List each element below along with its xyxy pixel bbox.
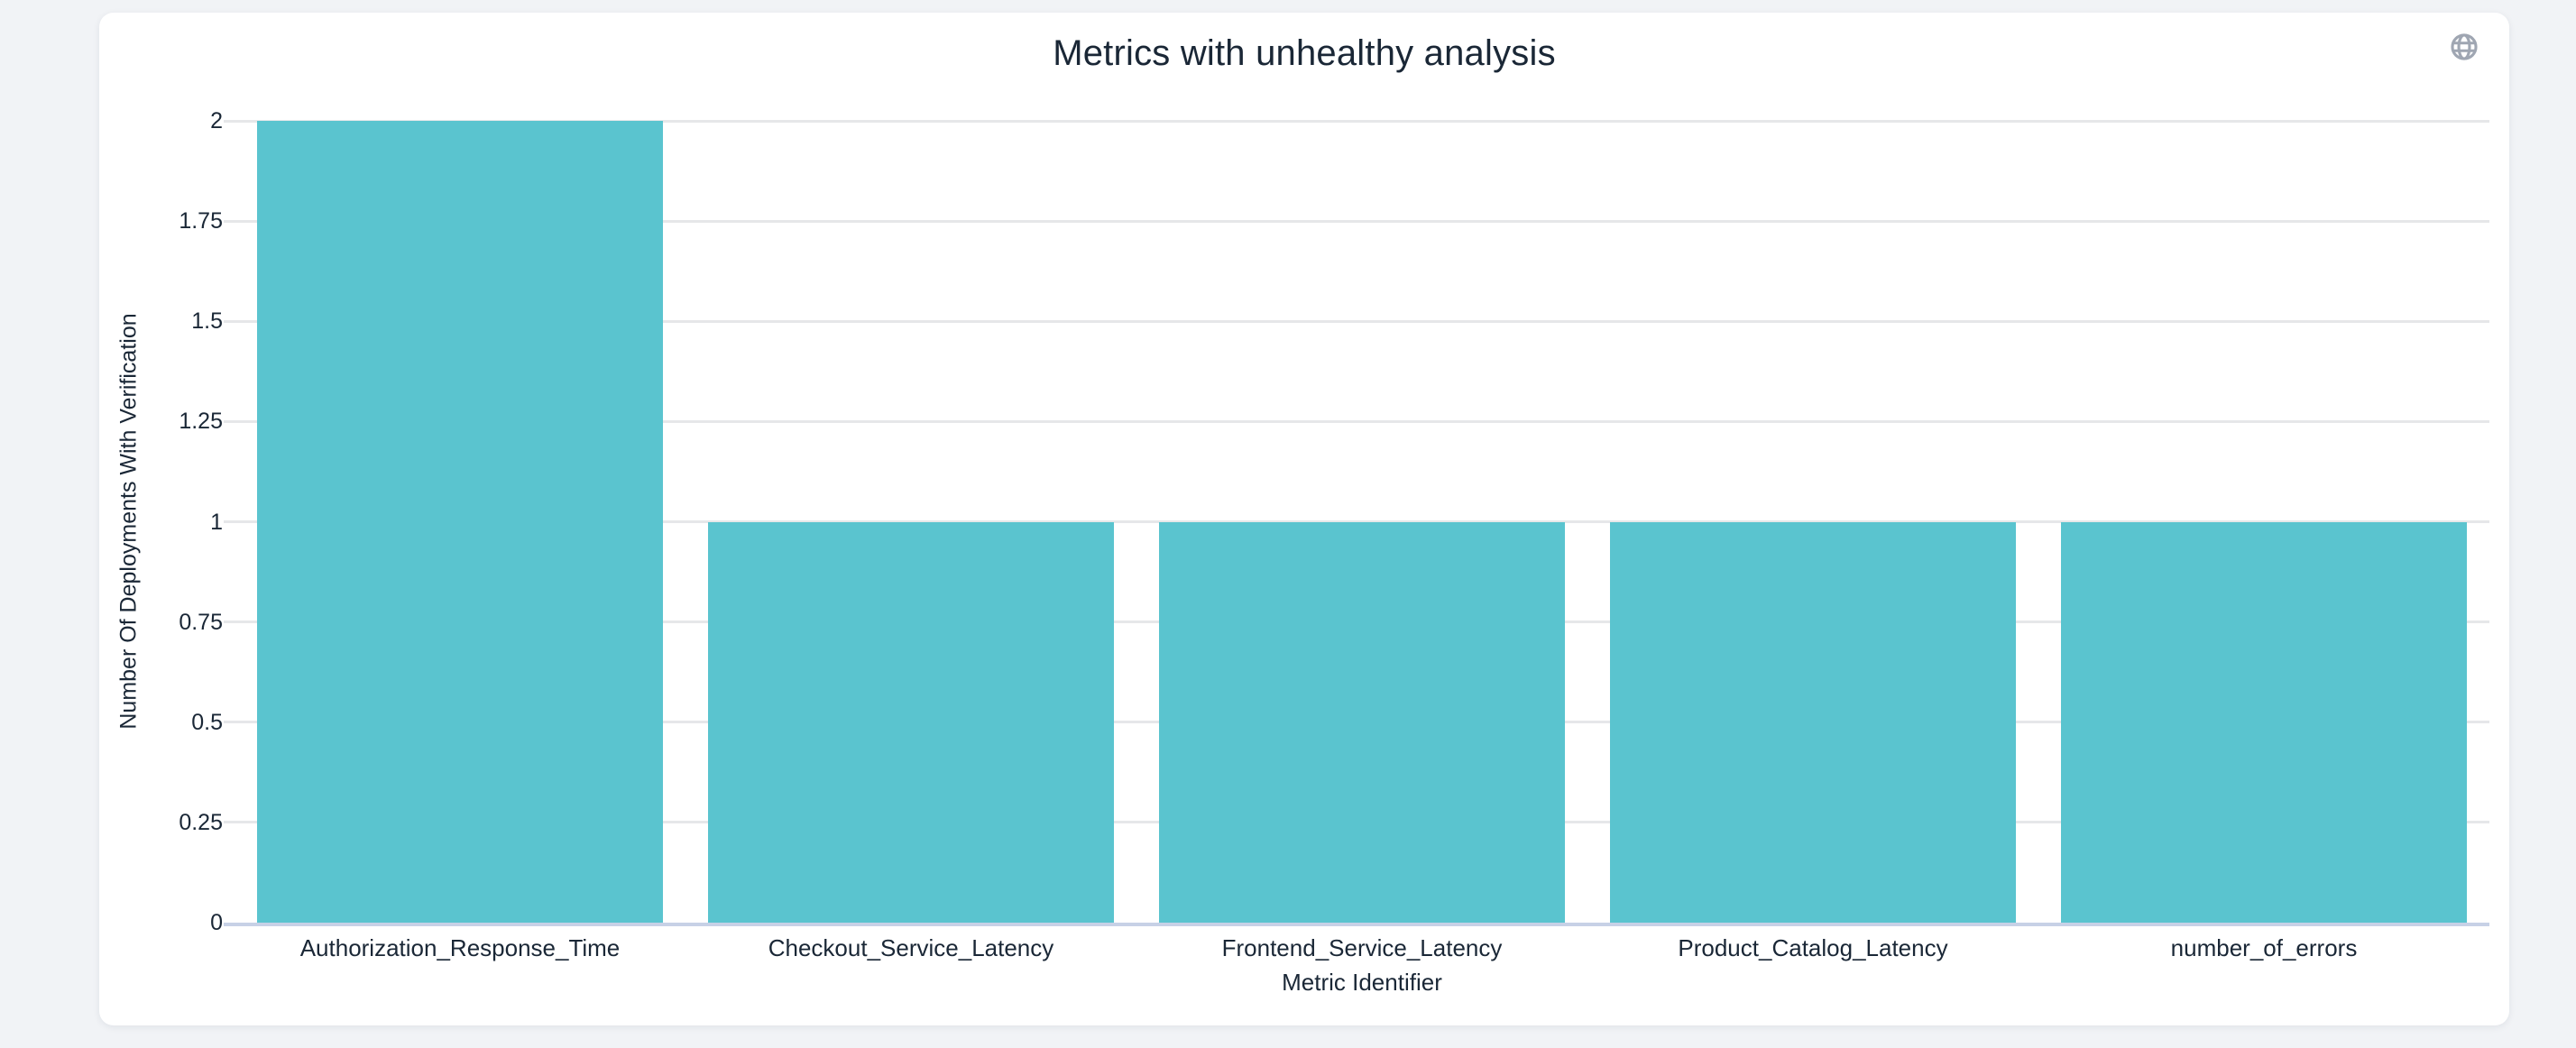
gridline: [224, 419, 2489, 423]
x-axis-line: [224, 923, 2489, 926]
y-tick-label: 0: [210, 910, 223, 935]
y-tick-label: 0.25: [179, 809, 223, 835]
x-tick-label: Frontend_Service_Latency: [1221, 934, 1503, 961]
bar[interactable]: [257, 121, 663, 923]
x-axis-title: Metric Identifier: [1282, 969, 1442, 996]
x-tick-label: Checkout_Service_Latency: [768, 934, 1054, 961]
gridline: [224, 119, 2489, 123]
bar[interactable]: [1610, 521, 2016, 923]
x-tick-label: Product_Catalog_Latency: [1678, 934, 1948, 961]
y-tick-label: 1.5: [191, 308, 223, 335]
chart-title: Metrics with unhealthy analysis: [1053, 33, 1556, 73]
bar[interactable]: [2061, 521, 2467, 923]
y-axis-title: Number Of Deployments With Verification: [115, 313, 142, 730]
gridline: [224, 319, 2489, 323]
y-tick-label: 1.75: [179, 208, 223, 234]
y-tick-label: 0.75: [179, 609, 223, 635]
y-tick-label: 2: [210, 108, 223, 133]
x-tick-label: number_of_errors: [2170, 934, 2358, 961]
chart-card: Metrics with unhealthy analysis 0 0.25 0.5…: [99, 13, 2509, 1025]
globe-icon[interactable]: [2449, 32, 2479, 62]
y-tick-label: 1.25: [179, 409, 223, 435]
y-tick-label: 0.5: [191, 709, 223, 735]
bar[interactable]: [708, 521, 1114, 923]
y-tick-label: 1: [210, 509, 223, 535]
gridline: [224, 219, 2489, 223]
x-tick-label: Authorization_Response_Time: [299, 934, 621, 961]
bar[interactable]: [1159, 521, 1565, 923]
